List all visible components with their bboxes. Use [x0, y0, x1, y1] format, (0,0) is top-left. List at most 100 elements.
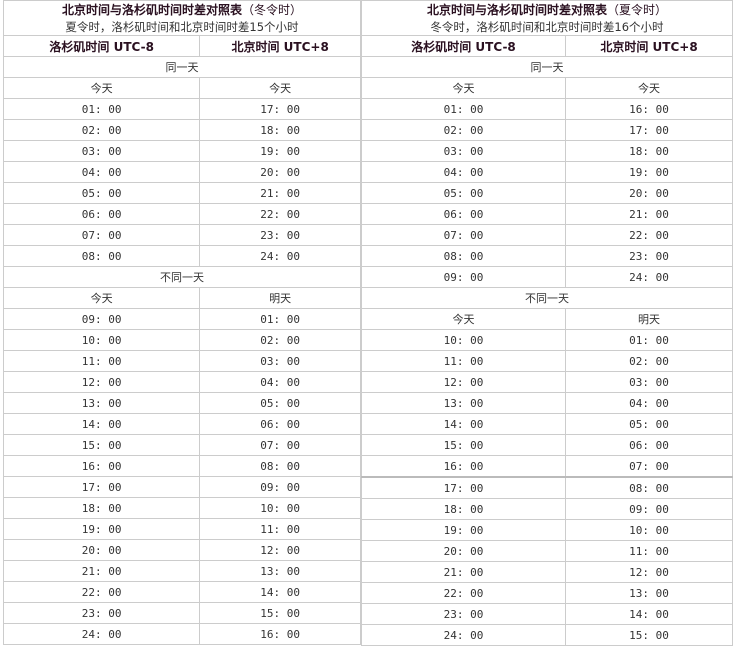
la-time-cell: 01: 00	[2, 98, 201, 120]
bj-time-cell: 02: 00	[565, 350, 733, 372]
bj-time-cell: 07: 00	[199, 434, 361, 456]
column-header-row: 洛杉矶时间 UTC-8 北京时间 UTC+8	[2, 35, 361, 57]
bj-time-cell: 03: 00	[199, 350, 361, 372]
title-text: 北京时间与洛杉矶时间时差对照表	[61, 3, 242, 17]
table-row: 12: 00 04: 00	[2, 371, 361, 393]
table-row: 21: 00 12: 00	[360, 561, 733, 583]
bj-time-cell: 05: 00	[199, 392, 361, 414]
table-row: 17: 00 08: 00	[360, 476, 733, 499]
bj-time-cell: 21: 00	[199, 182, 361, 204]
table-subtitle: 冬令时，洛杉矶时间和北京时间时差16个小时	[361, 18, 733, 36]
table-row: 04: 00 20: 00	[2, 161, 361, 183]
table-row: 08: 00 23: 00	[360, 245, 733, 267]
table-row: 08: 00 24: 00	[2, 245, 361, 267]
table-row: 09: 00 24: 00	[360, 266, 733, 288]
la-time-cell: 15: 00	[360, 434, 567, 456]
table-row: 18: 00 10: 00	[2, 497, 361, 519]
bj-time-cell: 22: 00	[199, 203, 361, 225]
bj-time-cell: 08: 00	[199, 455, 361, 477]
bj-day-label: 今天	[199, 77, 361, 99]
table-row: 23: 00 14: 00	[360, 603, 733, 625]
la-time-cell: 07: 00	[360, 224, 567, 246]
header-la-time: 洛杉矶时间 UTC-8	[2, 35, 201, 57]
table-row: 19: 00 10: 00	[360, 519, 733, 541]
bj-time-cell: 07: 00	[565, 455, 733, 478]
la-time-cell: 20: 00	[2, 539, 201, 561]
table-row: 18: 00 09: 00	[360, 498, 733, 520]
la-time-cell: 03: 00	[360, 140, 567, 162]
table-row: 11: 00 02: 00	[360, 350, 733, 372]
table-row: 24: 00 16: 00	[2, 623, 361, 645]
la-day-label: 今天	[2, 77, 201, 99]
la-time-cell: 17: 00	[2, 476, 201, 498]
section-label: 同一天	[361, 56, 733, 78]
section-label: 同一天	[3, 56, 361, 78]
bj-day-label: 明天	[565, 308, 733, 330]
bj-time-cell: 01: 00	[199, 308, 361, 330]
table-row: 01: 00 17: 00	[2, 98, 361, 120]
table-row: 14: 00 06: 00	[2, 413, 361, 435]
bj-time-cell: 17: 00	[565, 119, 733, 141]
la-time-cell: 05: 00	[360, 182, 567, 204]
la-time-cell: 02: 00	[2, 119, 201, 141]
table-row: 16: 00 07: 00	[360, 455, 733, 478]
table-row: 19: 00 11: 00	[2, 518, 361, 540]
la-time-cell: 08: 00	[2, 245, 201, 267]
la-time-cell: 12: 00	[2, 371, 201, 393]
bj-time-cell: 09: 00	[199, 476, 361, 498]
bj-time-cell: 16: 00	[565, 98, 733, 120]
table-row: 20: 00 11: 00	[360, 540, 733, 562]
table-row: 01: 00 16: 00	[360, 98, 733, 120]
bj-time-cell: 10: 00	[565, 519, 733, 541]
la-time-cell: 21: 00	[360, 561, 567, 583]
bj-time-cell: 17: 00	[199, 98, 361, 120]
la-time-cell: 09: 00	[360, 266, 567, 288]
la-time-cell: 03: 00	[2, 140, 201, 162]
la-time-cell: 12: 00	[360, 371, 567, 393]
table-row: 12: 00 03: 00	[360, 371, 733, 393]
title-note: （夏令时）	[607, 3, 668, 17]
table-row: 17: 00 09: 00	[2, 476, 361, 498]
bj-day-label: 明天	[199, 287, 361, 309]
title-note: （冬令时）	[242, 3, 303, 17]
header-beijing-time: 北京时间 UTC+8	[565, 35, 733, 57]
bj-time-cell: 20: 00	[565, 182, 733, 204]
table-row: 23: 00 15: 00	[2, 602, 361, 624]
la-time-cell: 24: 00	[2, 623, 201, 645]
la-time-cell: 18: 00	[2, 497, 201, 519]
la-time-cell: 23: 00	[2, 602, 201, 624]
la-time-cell: 24: 00	[360, 624, 567, 646]
bj-time-cell: 24: 00	[565, 266, 733, 288]
bj-day-label: 今天	[565, 77, 733, 99]
la-time-cell: 19: 00	[360, 519, 567, 541]
bj-time-cell: 09: 00	[565, 498, 733, 520]
table-title: 北京时间与洛杉矶时间时差对照表（夏令时）	[361, 0, 733, 18]
la-time-cell: 13: 00	[2, 392, 201, 414]
bj-time-cell: 18: 00	[565, 140, 733, 162]
table-row: 06: 00 21: 00	[360, 203, 733, 225]
table-row: 22: 00 14: 00	[2, 581, 361, 603]
header-beijing-time: 北京时间 UTC+8	[199, 35, 361, 57]
table-row: 06: 00 22: 00	[2, 203, 361, 225]
table-row: 13: 00 04: 00	[360, 392, 733, 414]
section-label: 不同一天	[3, 266, 361, 288]
bj-time-cell: 14: 00	[565, 603, 733, 625]
bj-time-cell: 15: 00	[199, 602, 361, 624]
la-time-cell: 17: 00	[360, 476, 567, 499]
bj-time-cell: 11: 00	[565, 540, 733, 562]
bj-time-cell: 18: 00	[199, 119, 361, 141]
la-time-cell: 13: 00	[360, 392, 567, 414]
bj-time-cell: 06: 00	[565, 434, 733, 456]
la-time-cell: 16: 00	[2, 455, 201, 477]
table-row: 05: 00 20: 00	[360, 182, 733, 204]
bj-time-cell: 19: 00	[565, 161, 733, 183]
table-row: 20: 00 12: 00	[2, 539, 361, 561]
table-row: 03: 00 19: 00	[2, 140, 361, 162]
la-time-cell: 04: 00	[2, 161, 201, 183]
la-time-cell: 06: 00	[360, 203, 567, 225]
table-row: 05: 00 21: 00	[2, 182, 361, 204]
table-row: 02: 00 17: 00	[360, 119, 733, 141]
bj-time-cell: 12: 00	[199, 539, 361, 561]
title-text: 北京时间与洛杉矶时间时差对照表	[426, 3, 607, 17]
bj-time-cell: 13: 00	[199, 560, 361, 582]
